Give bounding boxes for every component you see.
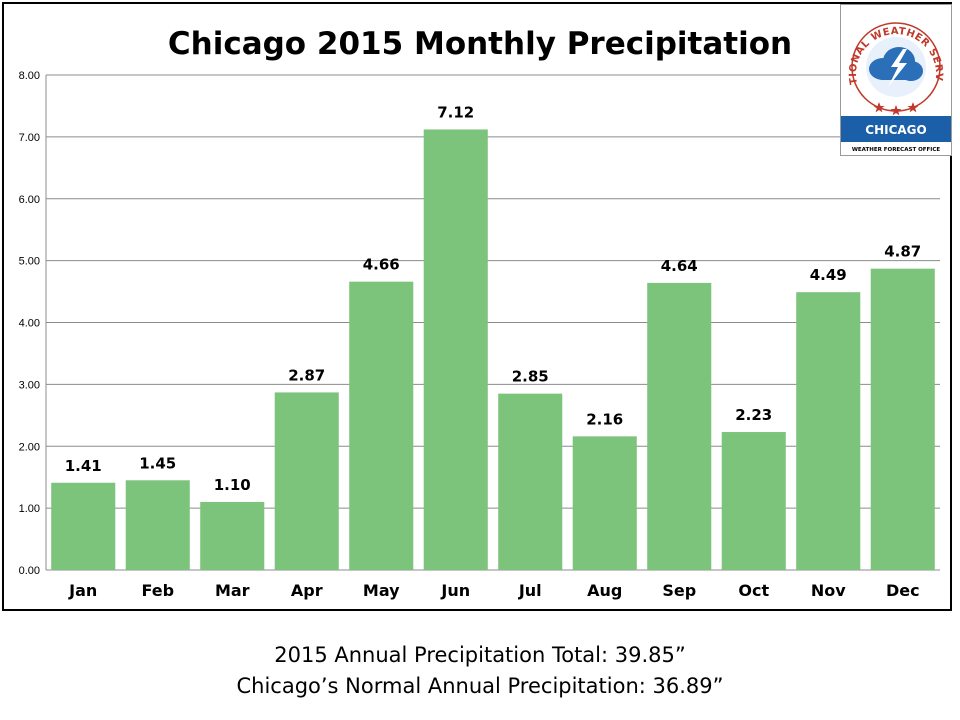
- data-labels: 1.41 1.45 1.10 2.87 4.66 7.12 2.85 2.16 4.64 2.23…: [65, 103, 922, 493]
- y-tick-label: 1.00: [19, 503, 40, 515]
- data-label: 7.12: [437, 103, 474, 121]
- bar-sep: [647, 282, 712, 570]
- y-tick-label: 5.00: [19, 256, 40, 268]
- data-label: 4.64: [661, 257, 698, 275]
- data-label: 2.87: [288, 366, 325, 384]
- y-tick-label: 0.00: [19, 565, 40, 577]
- normal-annual-text: Chicago’s Normal Annual Precipitation: 3…: [236, 674, 724, 698]
- x-tick-label: Nov: [811, 581, 846, 600]
- bar-feb: [125, 480, 190, 570]
- bar-chart: Chicago 2015 Monthly Precipitation 1.41 1…: [19, 26, 940, 600]
- data-label: 1.45: [139, 454, 176, 472]
- chart-title: Chicago 2015 Monthly Precipitation: [168, 26, 792, 62]
- data-label: 4.49: [810, 266, 847, 284]
- gridlines: [45, 74, 940, 571]
- x-tick-label: May: [363, 581, 400, 600]
- star-icon: [873, 102, 919, 116]
- data-label: 2.23: [735, 406, 772, 424]
- x-tick-label: Oct: [738, 581, 769, 600]
- logo-office-name: CHICAGO: [865, 123, 926, 137]
- bar-jun: [423, 129, 488, 570]
- x-tick-label: Jan: [68, 581, 97, 600]
- data-label: 2.16: [586, 410, 623, 428]
- bar-may: [349, 281, 414, 570]
- nws-emblem: NATIONAL WEATHER SERVICE CHICAGO WEATHER…: [837, 0, 951, 153]
- data-label: 2.85: [512, 368, 549, 386]
- x-tick-label: Aug: [587, 581, 622, 600]
- bar-apr: [274, 392, 339, 570]
- y-tick-label: 8.00: [19, 70, 40, 82]
- chart-frame: Chicago 2015 Monthly Precipitation 1.41 1…: [2, 2, 952, 611]
- bar-aug: [572, 436, 637, 570]
- data-label: 1.10: [214, 476, 251, 494]
- y-tick-label: 7.00: [19, 132, 40, 144]
- bar-nov: [796, 292, 861, 570]
- x-tick-label: Sep: [662, 581, 696, 600]
- bar-dec: [870, 268, 935, 570]
- x-tick-label: Dec: [886, 581, 920, 600]
- lightning-icon: [888, 49, 907, 87]
- bars: [51, 129, 935, 570]
- x-tick-label: Jun: [440, 581, 470, 600]
- x-tick-label: Apr: [291, 581, 323, 600]
- x-tick-label: Mar: [215, 581, 250, 600]
- data-label: 4.66: [363, 256, 400, 274]
- data-label: 1.41: [65, 457, 102, 475]
- y-tick-label: 3.00: [19, 379, 40, 391]
- y-tick-label: 4.00: [19, 318, 40, 330]
- y-axis-ticks: 0.00 1.00 2.00 3.00 4.00 5.00 6.00 7.00 8.00: [19, 70, 40, 577]
- bar-jul: [498, 393, 563, 570]
- y-tick-label: 2.00: [19, 441, 40, 453]
- logo-subtitle: WEATHER FORECAST OFFICE: [852, 147, 941, 153]
- x-tick-label: Jul: [518, 581, 542, 600]
- nws-logo: NATIONAL WEATHER SERVICE CHICAGO WEATHER…: [837, 0, 952, 156]
- bar-oct: [721, 432, 786, 570]
- y-tick-label: 6.00: [19, 194, 40, 206]
- annual-total-text: 2015 Annual Precipitation Total: 39.85”: [274, 643, 686, 667]
- logo-band: [841, 116, 951, 142]
- bar-jan: [51, 482, 116, 570]
- x-axis-ticks: Jan Feb Mar Apr May Jun Jul Aug Sep Oct Nov Dec: [68, 581, 919, 600]
- x-tick-label: Feb: [141, 581, 174, 600]
- bar-mar: [200, 501, 265, 570]
- data-label: 4.87: [884, 243, 921, 261]
